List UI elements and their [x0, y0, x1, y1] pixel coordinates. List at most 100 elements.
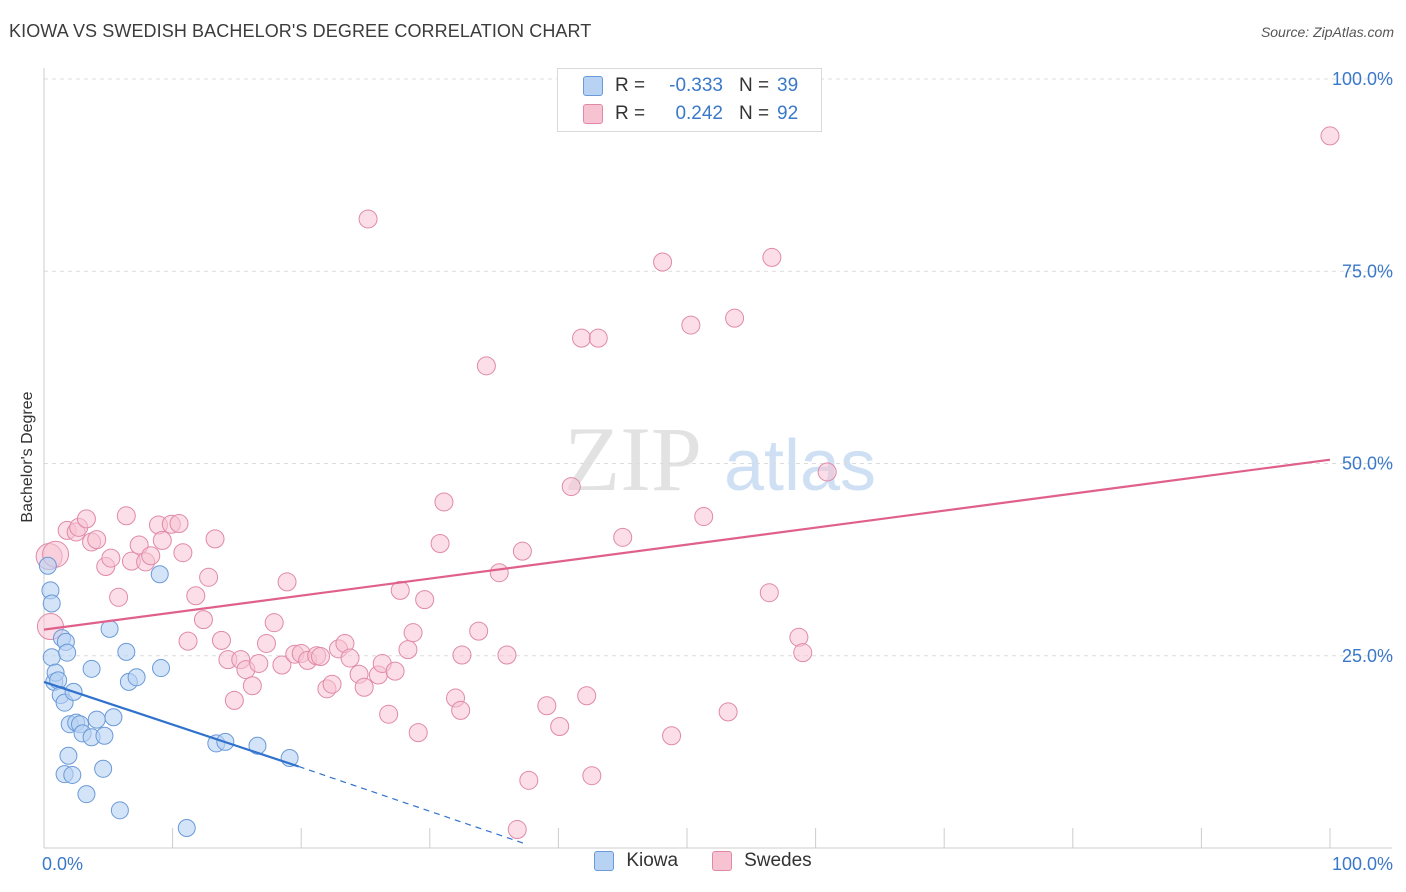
- swedes-point: [87, 530, 107, 550]
- y-tick-label: 25.0%: [1342, 646, 1393, 666]
- swedes-point: [256, 633, 276, 653]
- swedes-point: [489, 563, 509, 583]
- swedes-point: [550, 716, 570, 736]
- swedes-trend-line: [43, 458, 1331, 631]
- legend-row-swedes: R = 0.242 N = 92: [583, 101, 798, 127]
- kiowa-point: [110, 801, 129, 820]
- kiowa-swatch: [583, 76, 603, 96]
- swedes-point: [561, 477, 581, 497]
- swedes-point: [199, 567, 219, 587]
- swedes-point: [725, 308, 745, 328]
- series-legend: Kiowa Swedes: [0, 850, 1406, 872]
- swedes-point: [242, 676, 262, 696]
- swedes-point: [272, 655, 292, 675]
- legend-row-kiowa: R = -0.333 N = 39: [583, 73, 798, 99]
- swedes-point: [277, 572, 297, 592]
- x-tick-label-max: 100.0%: [1332, 854, 1393, 874]
- legend-r-label: R =: [615, 103, 646, 124]
- legend-n-label: N =: [739, 75, 770, 96]
- swedes-point: [759, 583, 779, 603]
- swedes-point: [817, 462, 837, 482]
- kiowa-point: [77, 785, 96, 804]
- legend-item-swedes[interactable]: Swedes: [712, 850, 812, 872]
- kiowa-point: [82, 659, 101, 678]
- kiowa-point: [95, 726, 114, 745]
- swedes-point: [572, 328, 592, 348]
- swedes-point: [537, 696, 557, 716]
- swedes-point: [451, 700, 471, 720]
- kiowa-point: [127, 668, 146, 687]
- kiowa-point: [117, 642, 136, 661]
- kiowa-trend-extension: [298, 765, 527, 845]
- swedes-point: [193, 610, 213, 630]
- legend-r-value: -0.333: [669, 75, 723, 96]
- swedes-point: [310, 647, 330, 667]
- swedes-point: [512, 541, 532, 561]
- swedes-point: [762, 247, 782, 267]
- swedes-point: [205, 529, 225, 549]
- swedes-point: [653, 252, 673, 272]
- legend-r-label: R =: [615, 75, 646, 96]
- swedes-point: [379, 704, 399, 724]
- swedes-point: [430, 533, 450, 553]
- kiowa-point: [59, 746, 78, 765]
- swedes-point: [694, 507, 714, 527]
- swedes-point: [1320, 126, 1340, 146]
- swedes-point: [152, 530, 172, 550]
- swedes-point: [662, 726, 682, 746]
- swedes-point: [497, 645, 517, 665]
- kiowa-point: [177, 819, 196, 838]
- swedes-point: [101, 548, 121, 568]
- swedes-point: [577, 686, 597, 706]
- swedes-legend-label: Swedes: [744, 850, 812, 871]
- kiowa-point: [38, 556, 57, 575]
- swedes-point: [211, 630, 231, 650]
- kiowa-legend-label: Kiowa: [626, 850, 679, 871]
- kiowa-point: [150, 565, 169, 584]
- swedes-point: [76, 509, 96, 529]
- kiowa-trend-line: [43, 680, 299, 768]
- swedes-point: [169, 513, 189, 533]
- swedes-point: [116, 506, 136, 526]
- kiowa-point: [248, 736, 267, 755]
- kiowa-point: [42, 648, 61, 667]
- swedes-point: [264, 613, 284, 633]
- y-tick-label: 100.0%: [1332, 69, 1393, 89]
- kiowa-point: [104, 708, 123, 727]
- watermark-atlas: atlas: [724, 426, 876, 506]
- swedes-point: [793, 643, 813, 663]
- swedes-point: [322, 674, 342, 694]
- swedes-point: [390, 580, 410, 600]
- swedes-point: [385, 661, 405, 681]
- swedes-point: [178, 631, 198, 651]
- kiowa-point: [100, 619, 119, 638]
- swedes-point: [109, 587, 129, 607]
- swedes-point: [588, 328, 608, 348]
- swedes-point: [718, 702, 738, 722]
- y-tick-label: 50.0%: [1342, 454, 1393, 474]
- x-tick-label-min: 0.0%: [42, 854, 83, 874]
- swedes-point: [434, 492, 454, 512]
- kiowa-point: [63, 765, 82, 784]
- swedes-point: [354, 677, 374, 697]
- swedes-point: [249, 653, 269, 673]
- swedes-point: [408, 723, 428, 743]
- correlation-legend: R = -0.333 N = 39 R = 0.242 N = 92: [557, 68, 822, 132]
- legend-item-kiowa[interactable]: Kiowa: [594, 850, 678, 872]
- swedes-swatch: [583, 104, 603, 124]
- kiowa-point: [42, 594, 61, 613]
- swedes-point: [681, 315, 701, 335]
- swedes-point: [415, 590, 435, 610]
- chart-title: KIOWA VS SWEDISH BACHELOR'S DEGREE CORRE…: [9, 21, 592, 41]
- watermark-zip: ZIP: [564, 408, 702, 510]
- swedes-point: [398, 640, 418, 660]
- swedes-point: [358, 209, 378, 229]
- legend-r-value: 0.242: [675, 103, 723, 124]
- swedes-point: [613, 527, 633, 547]
- swedes-point: [224, 690, 244, 710]
- swedes-point: [476, 356, 496, 376]
- swedes-point: [173, 543, 193, 563]
- swedes-point: [340, 648, 360, 668]
- swedes-point: [186, 586, 206, 606]
